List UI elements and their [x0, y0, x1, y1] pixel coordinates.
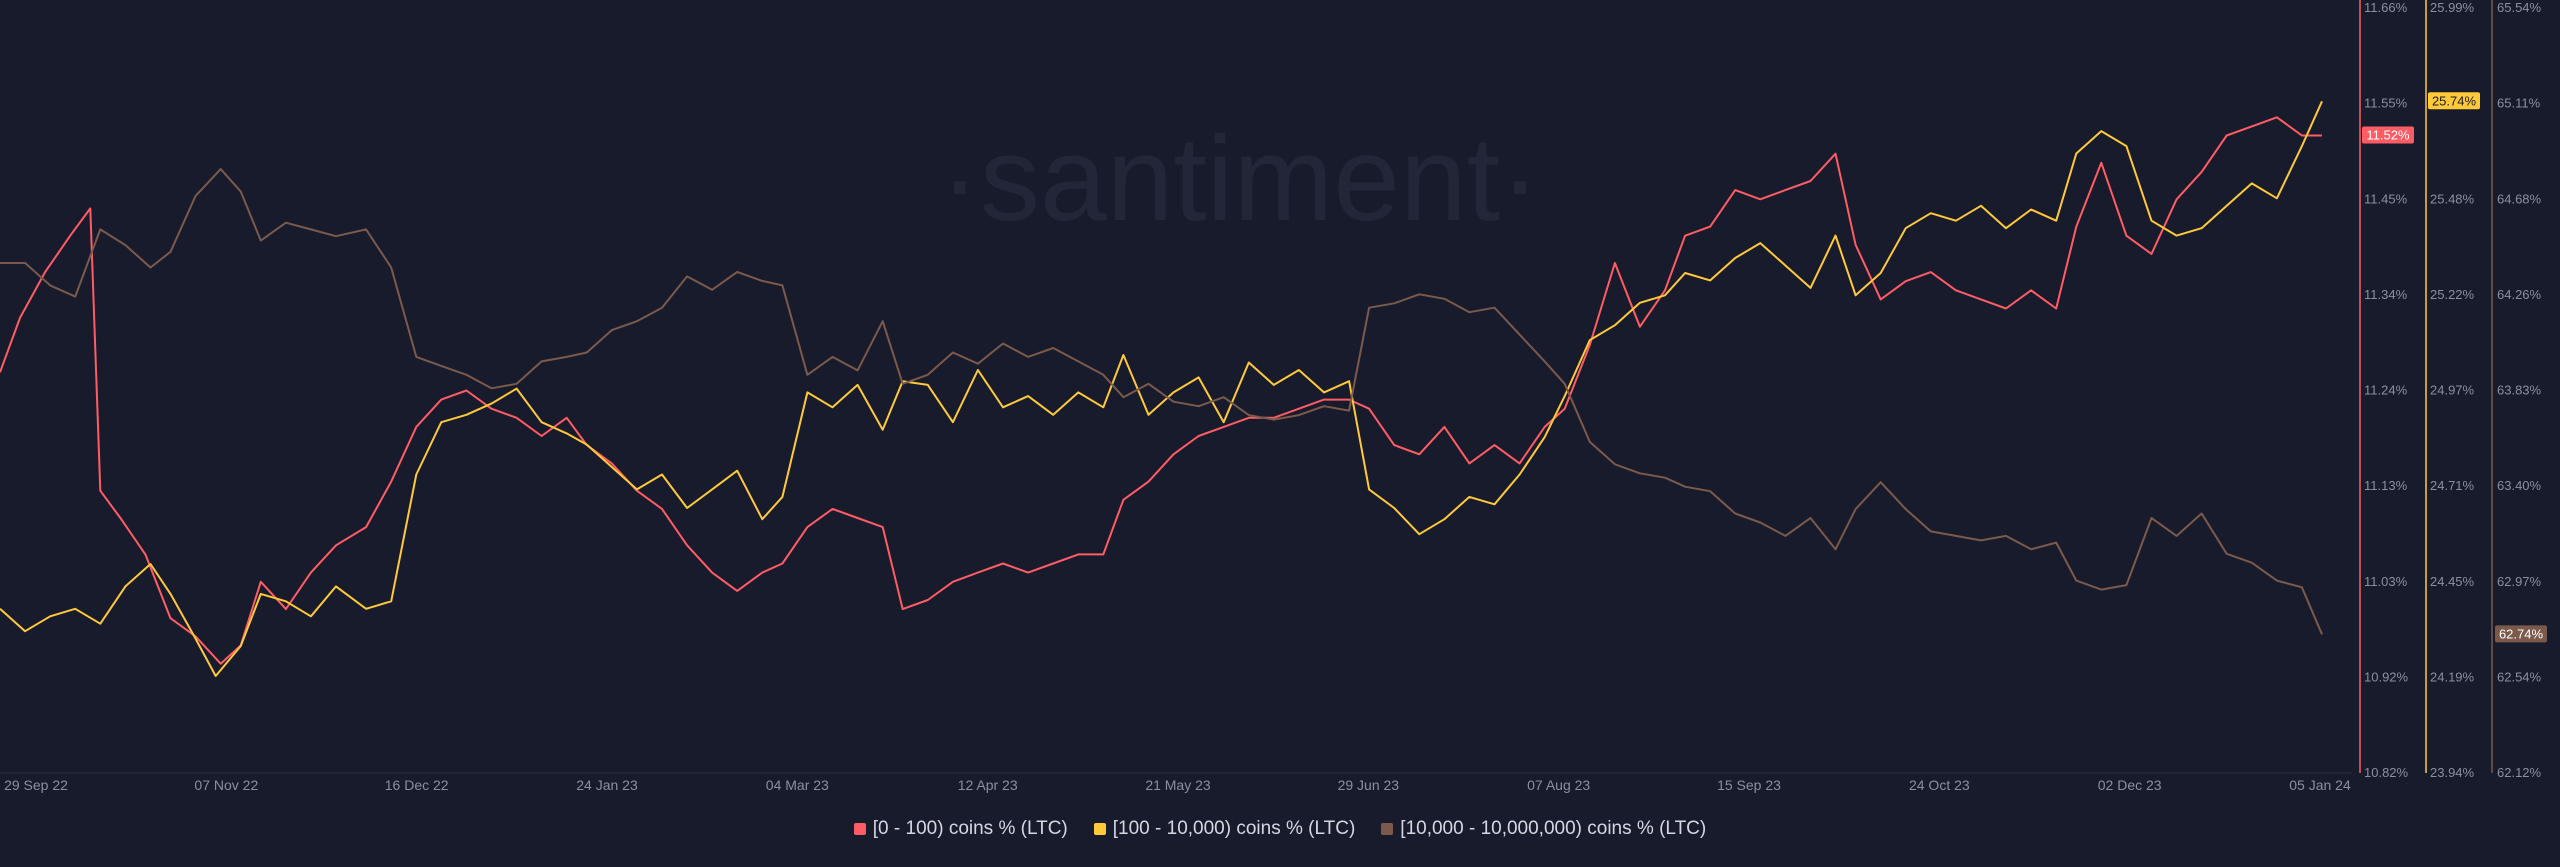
legend-swatch: [1093, 823, 1106, 835]
y-tick-label: 11.24%: [2364, 383, 2408, 398]
y-tick-label: 25.48%: [2430, 191, 2475, 206]
legend-item-10000-10000000[interactable]: [10,000 - 10,000,000) coins % (LTC): [1381, 818, 1706, 840]
x-tick-label: 29 Jun 23: [1338, 777, 1400, 793]
legend-item-0-100[interactable]: [0 - 100) coins % (LTC): [853, 818, 1068, 840]
legend: [0 - 100) coins % (LTC) [100 - 10,000) c…: [0, 818, 2560, 840]
y-tick-label: 24.71%: [2430, 478, 2475, 493]
watermark: ·santiment·: [940, 112, 1540, 246]
x-tick-label: 24 Jan 23: [576, 777, 638, 793]
last-value-badges: 11.52% 25.74% 62.74%: [2362, 92, 2547, 643]
y-tick-label: 25.99%: [2430, 0, 2475, 15]
y-tick-label: 11.13%: [2364, 478, 2408, 493]
x-tick-label: 16 Dec 22: [385, 777, 449, 793]
last-value-label: 62.74%: [2499, 626, 2544, 641]
y-tick-label: 10.82%: [2364, 765, 2409, 780]
y-tick-label: 10.92%: [2364, 669, 2409, 684]
y-tick-label: 23.94%: [2430, 765, 2475, 780]
last-value-label: 11.52%: [2366, 128, 2410, 143]
y-tick-label: 64.26%: [2497, 287, 2542, 302]
y-tick-label: 11.55%: [2364, 96, 2408, 111]
y-tick-label: 11.03%: [2364, 574, 2408, 589]
x-tick-label: 24 Oct 23: [1909, 777, 1970, 793]
last-value-badge: [2428, 92, 2480, 110]
x-tick-label: 21 May 23: [1145, 777, 1211, 793]
x-axis-ticks: 29 Sep 22 07 Nov 22 16 Dec 22 24 Jan 23 04 M…: [4, 777, 2351, 793]
legend-label: [0 - 100) coins % (LTC): [872, 818, 1068, 839]
legend-label: [100 - 10,000) coins % (LTC): [1112, 818, 1356, 839]
y-tick-label: 63.40%: [2497, 478, 2542, 493]
y-tick-label: 62.97%: [2497, 574, 2542, 589]
x-tick-label: 04 Mar 23: [766, 777, 829, 793]
y-tick-label: 24.19%: [2430, 669, 2475, 684]
legend-swatch: [853, 823, 866, 835]
x-tick-label: 07 Aug 23: [1527, 777, 1590, 793]
x-tick-label: 12 Apr 23: [958, 777, 1018, 793]
y-tick-label: 11.66%: [2364, 0, 2408, 15]
series-lines: [0, 100, 2323, 677]
series-line[interactable]: [0, 116, 2322, 665]
x-tick-label: 05 Jan 24: [2289, 777, 2351, 793]
x-tick-label: 02 Dec 23: [2098, 777, 2162, 793]
last-value-badge: [2362, 126, 2414, 144]
y-axes: 11.66% 11.55% 11.45% 11.34% 11.24% 11.13% 11.0…: [2359, 0, 2542, 780]
legend-swatch: [1381, 823, 1394, 835]
legend-item-100-10000[interactable]: [100 - 10,000) coins % (LTC): [1093, 818, 1356, 840]
y-tick-label: 65.54%: [2497, 0, 2542, 15]
x-tick-label: 15 Sep 23: [1717, 777, 1781, 793]
x-tick-label: 07 Nov 22: [194, 777, 258, 793]
y-tick-label: 63.83%: [2497, 383, 2542, 398]
y-tick-label: 25.22%: [2430, 287, 2475, 302]
last-value-badge: [2495, 625, 2547, 643]
x-tick-label: 29 Sep 22: [4, 777, 68, 793]
legend-label: [10,000 - 10,000,000) coins % (LTC): [1400, 818, 1707, 839]
y-tick-label: 11.34%: [2364, 287, 2408, 302]
y-tick-label: 11.45%: [2364, 191, 2408, 206]
series-line[interactable]: [0, 168, 2323, 635]
y-tick-label: 24.97%: [2430, 383, 2475, 398]
y-tick-label: 65.11%: [2497, 96, 2541, 111]
y-tick-label: 62.12%: [2497, 765, 2542, 780]
y-tick-label: 24.45%: [2430, 574, 2475, 589]
y-tick-label: 64.68%: [2497, 191, 2542, 206]
last-value-label: 25.74%: [2432, 93, 2477, 108]
series-line[interactable]: [0, 100, 2323, 677]
y-tick-label: 62.54%: [2497, 669, 2542, 684]
